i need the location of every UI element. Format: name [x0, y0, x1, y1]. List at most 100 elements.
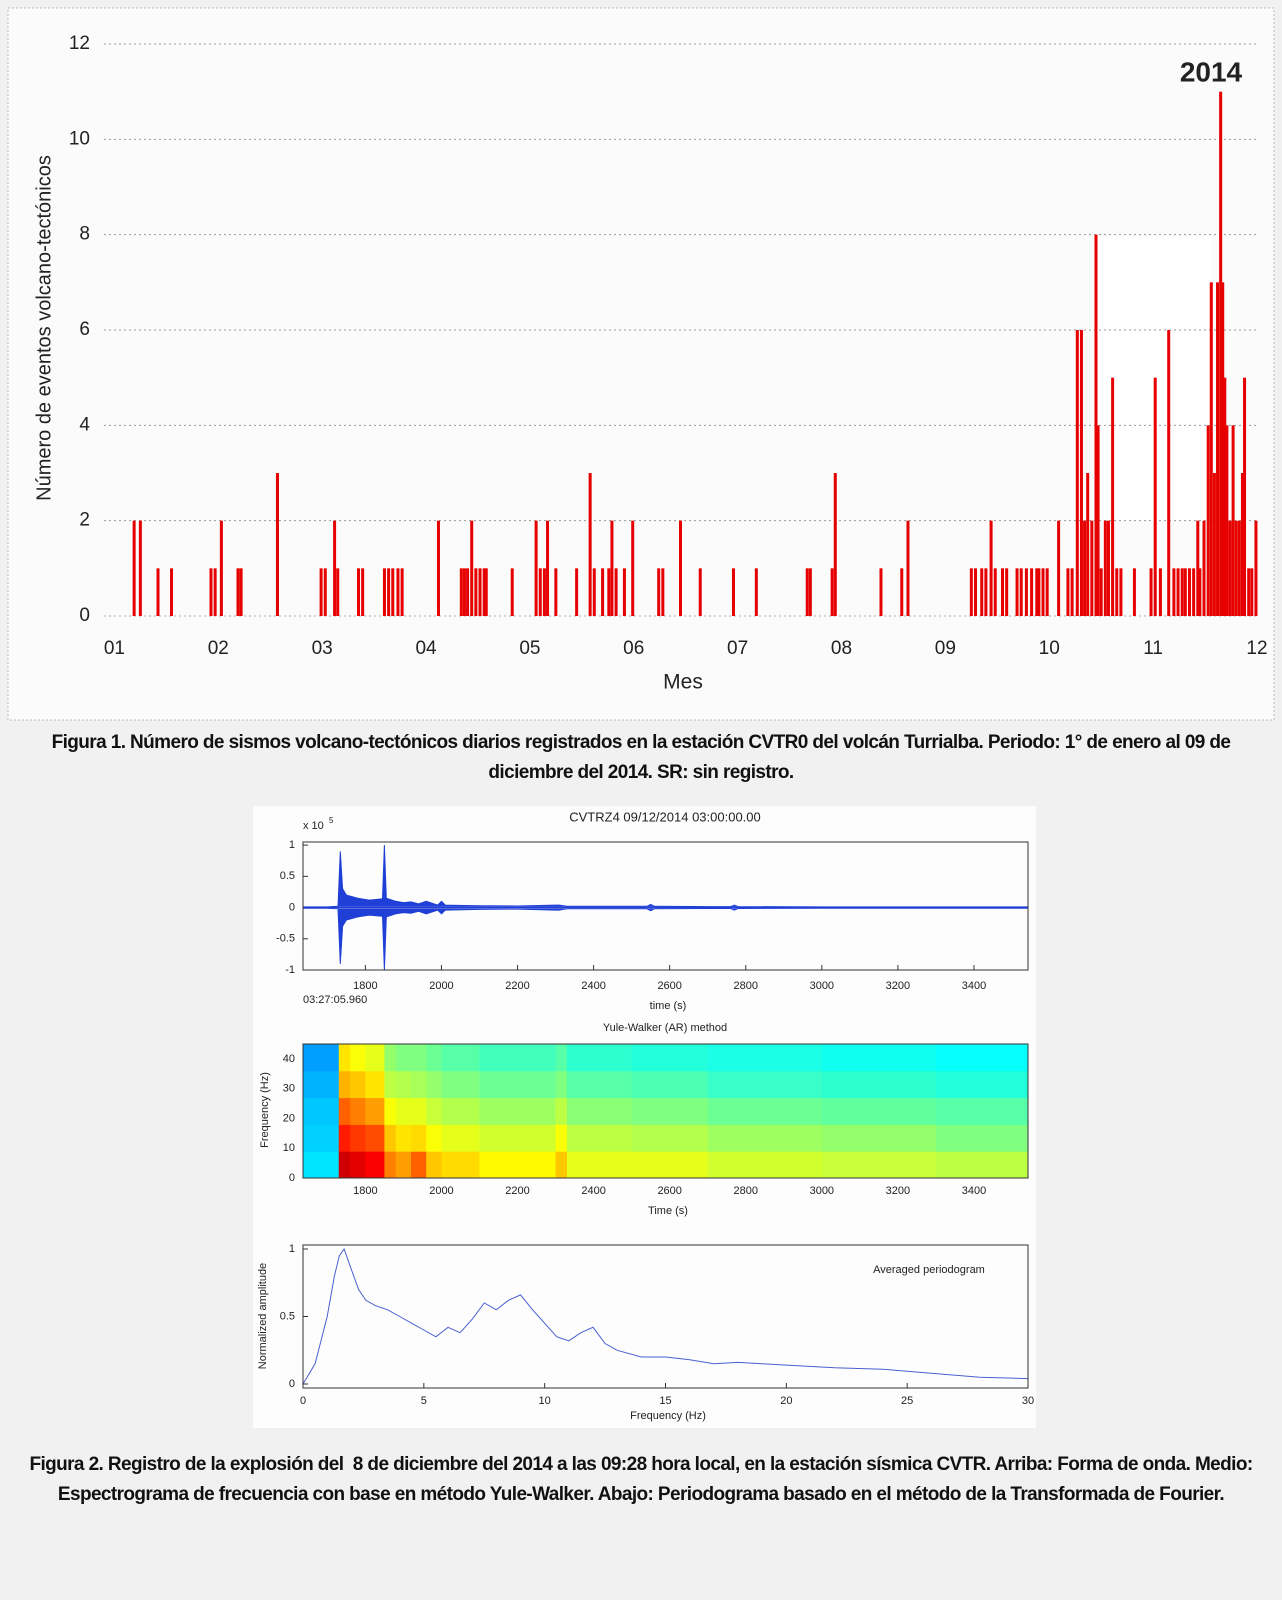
x-tick-label: 02: [208, 638, 229, 659]
bar: [1015, 568, 1019, 616]
bar: [1221, 282, 1225, 616]
heatmap-cell: [395, 1070, 412, 1099]
heatmap-cell: [631, 1151, 709, 1179]
bar: [1019, 568, 1023, 616]
heatmap-cell: [479, 1044, 557, 1072]
bar: [554, 568, 558, 616]
x-tick-label: 3400: [962, 980, 986, 992]
x-tick-label: 10: [539, 1395, 551, 1407]
heatmap-cell: [707, 1151, 823, 1179]
heatmap-cell: [821, 1097, 937, 1125]
bar: [132, 520, 136, 616]
bar: [631, 520, 635, 616]
start-time: 03:27:05.960: [303, 994, 367, 1006]
bar: [361, 568, 365, 616]
bar: [333, 520, 337, 616]
bar: [478, 568, 482, 616]
bar: [808, 568, 812, 616]
bar: [989, 520, 993, 616]
heatmap-cell: [350, 1070, 366, 1099]
bar: [542, 568, 546, 616]
bar: [1070, 568, 1074, 616]
heatmap-cell: [350, 1097, 366, 1125]
heatmap-cell: [935, 1070, 1029, 1099]
bar: [1041, 568, 1045, 616]
x-tick-label: 03: [312, 638, 333, 659]
heatmap-cell: [441, 1097, 480, 1125]
heatmap-cell: [707, 1070, 823, 1099]
bar: [610, 520, 614, 616]
bar: [1153, 377, 1157, 616]
heatmap-cell: [426, 1124, 442, 1152]
bar: [1035, 568, 1039, 616]
bar: [661, 568, 665, 616]
bar: [879, 568, 883, 616]
heatmap-cell: [426, 1097, 442, 1125]
x-tick-label: 2800: [734, 980, 758, 992]
y-tick-label: 1: [289, 839, 295, 851]
heatmap-cell: [479, 1151, 557, 1179]
bar: [1079, 330, 1083, 616]
heatmap-cell: [935, 1124, 1029, 1152]
heatmap-cell: [338, 1044, 351, 1072]
caption-2: Figura 2. Registro de la explosión del 8…: [29, 1454, 1258, 1505]
bar: [1075, 330, 1079, 616]
heatmap-cell: [821, 1151, 937, 1179]
bar: [1180, 568, 1184, 616]
x-axis-label: Mes: [663, 671, 703, 694]
bar: [1219, 91, 1223, 616]
bar: [1099, 568, 1103, 616]
bar: [484, 568, 488, 616]
waveform-envelope: [303, 845, 1028, 908]
bar: [1176, 568, 1180, 616]
bar: [156, 568, 160, 616]
bar: [1057, 520, 1061, 616]
bar: [588, 473, 592, 616]
y-tick-label: 2: [79, 510, 90, 531]
bar: [1228, 520, 1232, 616]
bar: [984, 568, 988, 616]
x-tick-label: 3000: [810, 1185, 834, 1197]
axis-scale: x 10: [303, 820, 324, 832]
heatmap-cell: [411, 1097, 427, 1125]
heatmap-cell: [707, 1097, 823, 1125]
bar: [1086, 473, 1090, 616]
heatmap-cell: [479, 1124, 557, 1152]
bar: [906, 520, 910, 616]
x-tick-label: 2800: [734, 1185, 758, 1197]
heatmap-cell: [555, 1097, 568, 1125]
bar: [236, 568, 240, 616]
x-tick-label: 3200: [886, 980, 910, 992]
y-tick-label: 12: [69, 33, 90, 54]
heatmap-cell: [350, 1124, 366, 1152]
bar: [538, 568, 542, 616]
bar: [993, 568, 997, 616]
bar: [1240, 473, 1244, 616]
bar: [396, 568, 400, 616]
bar: [1247, 568, 1251, 616]
bar: [1196, 520, 1200, 616]
heatmap-cell: [384, 1124, 397, 1152]
heatmap-cell: [365, 1044, 385, 1072]
bar: [323, 568, 327, 616]
y-tick-label: -1: [285, 964, 295, 976]
bar: [1209, 282, 1213, 616]
x-tick-label: 2200: [505, 1185, 529, 1197]
heatmap-cell: [384, 1097, 397, 1125]
bar: [830, 568, 834, 616]
bar: [622, 568, 626, 616]
heatmap-cell: [821, 1070, 937, 1099]
bar: [470, 520, 474, 616]
plot-frame: [302, 841, 1029, 971]
bar: [213, 568, 217, 616]
x-axis-label: Time (s): [648, 1205, 688, 1217]
heatmap-cell: [935, 1151, 1029, 1179]
y-axis-label: Normalized amplitude: [257, 1263, 269, 1369]
x-tick-label: 07: [727, 638, 748, 659]
heatmap-cell: [395, 1151, 412, 1179]
heatmap-cell: [384, 1044, 397, 1072]
bar: [900, 568, 904, 616]
bar: [1119, 568, 1123, 616]
heatmap-cell: [631, 1044, 709, 1072]
